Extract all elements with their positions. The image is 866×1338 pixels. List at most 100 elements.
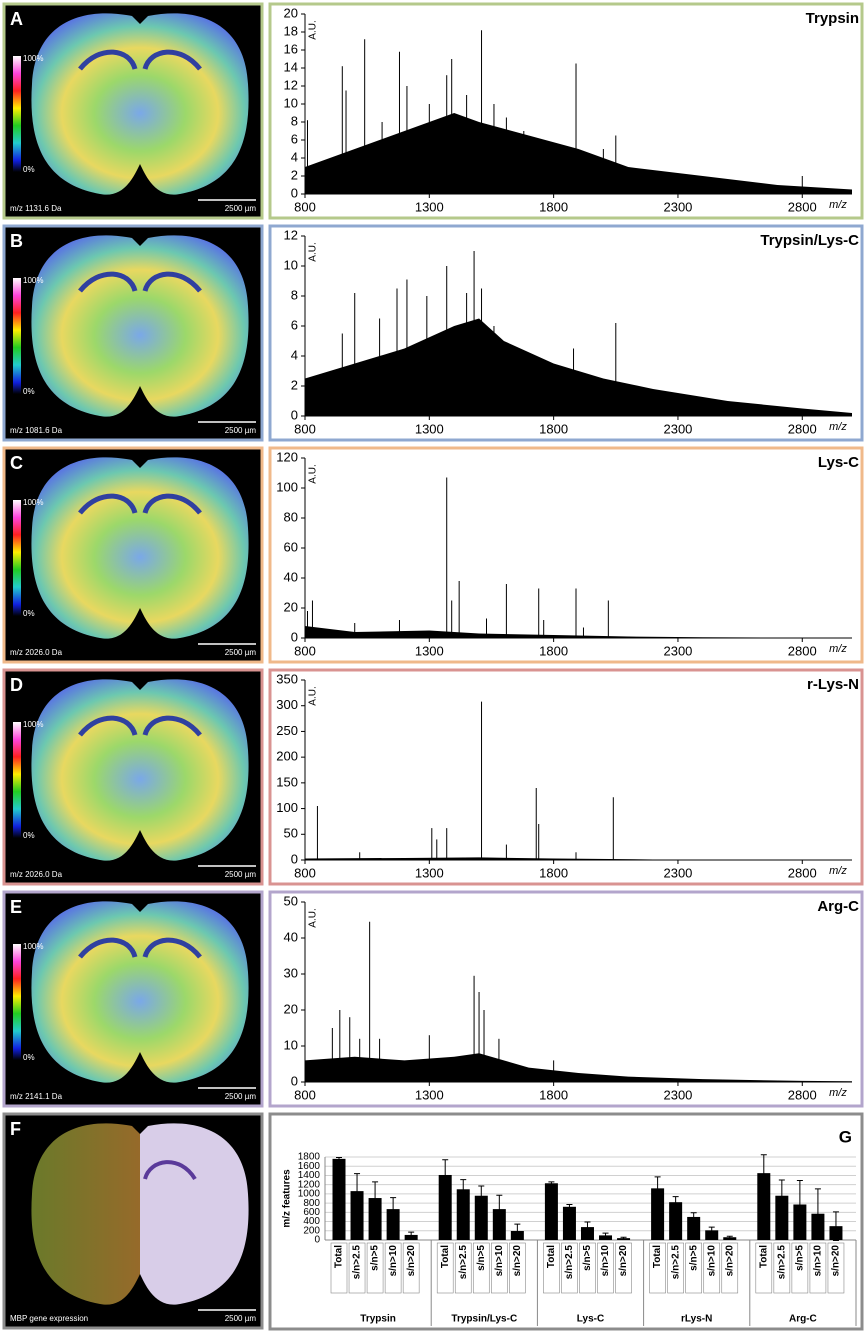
x-tick-label: Total: [652, 1245, 663, 1268]
y-tick-label: 100: [276, 800, 298, 815]
chart-title: Trypsin/Lys-C: [760, 232, 859, 249]
color-bar-max: 100%: [23, 54, 43, 63]
y-tick-label: 50: [284, 893, 298, 908]
y-tick-label: 1200: [298, 1179, 321, 1190]
hippocampus: [78, 715, 202, 737]
panel-letter: F: [10, 1119, 21, 1139]
chart-frame: [268, 668, 864, 886]
x-tick-label: 800: [294, 865, 316, 880]
y-tick-label: 350: [276, 671, 298, 686]
panel-letter: A: [10, 9, 23, 29]
category-box: [561, 1242, 578, 1294]
color-bar: [13, 278, 21, 394]
error-bar: [496, 1194, 503, 1224]
category-box: [809, 1242, 827, 1294]
bar: [580, 1227, 594, 1240]
y-tick-label: 0: [291, 1073, 298, 1088]
panel-letter: D: [10, 675, 23, 695]
x-tick-label: Total: [440, 1245, 451, 1268]
x-tick-label: s/n>20: [724, 1245, 735, 1277]
category-box: [791, 1242, 809, 1294]
error-bar: [814, 1188, 821, 1240]
category-box: [773, 1242, 791, 1294]
y-tick-label: 400: [303, 1216, 320, 1227]
bar: [368, 1198, 382, 1240]
error-bar: [354, 1173, 361, 1210]
color-bar-min: 0%: [23, 1053, 35, 1062]
x-tick-label: 2300: [663, 421, 692, 436]
category-box: [615, 1242, 632, 1294]
x-tick-label: s/n>10: [388, 1245, 399, 1277]
x-tick-label: s/n>10: [600, 1245, 611, 1277]
hippocampus: [143, 1160, 197, 1181]
y-tick-label: 12: [284, 77, 298, 92]
tissue-image: [31, 13, 249, 195]
hippocampus: [78, 937, 202, 959]
error-bar: [442, 1159, 449, 1191]
image-label: m/z 2026.0 Da: [10, 648, 63, 657]
error-bar: [390, 1197, 397, 1222]
y-tick-label: 250: [276, 723, 298, 738]
y-tick-label: 0: [291, 629, 298, 644]
scale-label: 2500 µm: [225, 204, 257, 213]
category-box: [491, 1242, 508, 1294]
y-tick-label: 150: [276, 774, 298, 789]
color-bar-min: 0%: [23, 831, 35, 840]
x-tick-label: 1300: [415, 421, 444, 436]
category-box: [402, 1242, 420, 1294]
error-bar: [796, 1180, 803, 1229]
error-bar: [408, 1231, 415, 1239]
scale-label: 2500 µm: [225, 870, 257, 879]
x-tick-label: 2800: [788, 421, 817, 436]
bar: [562, 1206, 576, 1240]
tissue-image: [31, 457, 249, 639]
y-tick-label: 10: [284, 95, 298, 110]
x-tick-label: 800: [294, 1087, 316, 1102]
y-tick-label: 2: [291, 167, 298, 182]
scale-label: 2500 µm: [225, 1092, 257, 1101]
y-tick-label: 4: [291, 149, 298, 164]
image-label: MBP gene expression: [10, 1314, 88, 1323]
spectrum-envelope: [305, 626, 852, 638]
y-axis-label: A.U.: [308, 464, 319, 483]
x-tick-label: 1800: [539, 865, 568, 880]
category-box: [543, 1242, 560, 1294]
x-tick-label: s/n>10: [494, 1245, 505, 1277]
color-bar: [13, 944, 21, 1060]
error-bar: [514, 1223, 521, 1239]
group-label: Lys-C: [577, 1314, 604, 1325]
category-box: [509, 1242, 526, 1294]
x-axis-label: m/z: [829, 199, 847, 211]
category-box: [649, 1242, 666, 1294]
panel-letter: G: [839, 1127, 852, 1146]
y-tick-label: 8: [291, 287, 298, 302]
y-tick-label: 800: [303, 1198, 320, 1209]
color-bar: [13, 56, 21, 172]
x-tick-label: 1800: [539, 1087, 568, 1102]
color-bar-min: 0%: [23, 609, 35, 618]
x-axis-label: m/z: [829, 643, 847, 655]
x-tick-label: s/n>20: [831, 1245, 842, 1277]
bar: [456, 1189, 470, 1240]
x-tick-label: 1300: [415, 1087, 444, 1102]
bar: [775, 1195, 789, 1240]
category-box: [472, 1242, 490, 1294]
x-tick-label: s/n>2.5: [352, 1245, 363, 1280]
spectrum-envelope: [305, 113, 852, 194]
category-box: [703, 1242, 721, 1294]
x-tick-label: s/n>10: [706, 1245, 717, 1277]
y-tick-label: 20: [284, 599, 298, 614]
bar: [705, 1230, 719, 1240]
x-tick-label: s/n>20: [512, 1245, 523, 1277]
y-tick-label: 0: [314, 1235, 320, 1246]
error-bar: [726, 1235, 733, 1239]
spectrum-envelope: [305, 1053, 852, 1082]
y-tick-label: 10: [284, 1037, 298, 1052]
bar: [544, 1183, 558, 1240]
x-tick-label: s/n>5: [582, 1245, 593, 1271]
color-bar: [13, 500, 21, 616]
image-label: m/z 2141.1 Da: [10, 1092, 63, 1101]
error-bar: [690, 1212, 697, 1222]
x-tick-label: 2800: [788, 643, 817, 658]
x-tick-label: s/n>5: [688, 1245, 699, 1271]
